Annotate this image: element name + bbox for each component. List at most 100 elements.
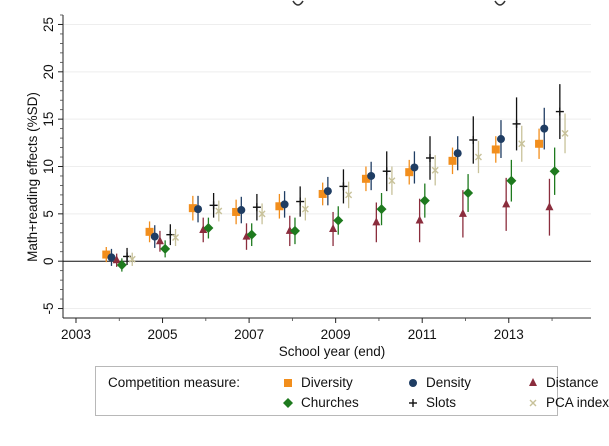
point-slots: [339, 182, 348, 191]
legend-label: PCA index: [546, 395, 609, 410]
y-tick-label: -5: [41, 303, 56, 315]
point-diversity: [491, 145, 500, 154]
y-tick-label: 15: [41, 112, 56, 127]
point-pca-index: [258, 210, 266, 218]
point-churches: [246, 229, 257, 240]
point-pca-index-b: [128, 255, 136, 263]
point-density: [107, 253, 116, 262]
legend-marker-shape: [409, 398, 417, 407]
point-pca-index-b: [431, 166, 439, 174]
y-tick-label: 5: [41, 210, 56, 218]
confidence-intervals: [105, 84, 566, 272]
point-churches: [419, 195, 430, 206]
point-churches: [549, 166, 560, 177]
point-slots: [252, 203, 261, 212]
legend-item-diversity: Diversity: [283, 375, 353, 390]
point-density: [453, 149, 462, 158]
point-density: [150, 232, 159, 241]
y-tick-label: 25: [41, 17, 56, 32]
point-churches: [333, 215, 344, 226]
title-glyph-fragment: [292, 0, 304, 6]
y-tick-label: 20: [41, 64, 56, 79]
point-density: [280, 200, 289, 209]
point-density: [496, 135, 505, 144]
point-density: [540, 124, 549, 133]
point-pca-index: [431, 166, 439, 174]
title-glyph-fragment: [494, 0, 506, 6]
point-distance: [242, 231, 251, 240]
point-diversity: [361, 174, 370, 183]
point-pca-index-b: [172, 234, 180, 242]
point-density: [367, 171, 376, 180]
legend-marker: [283, 397, 293, 408]
point-diversity: [535, 139, 544, 148]
legend-label: Diversity: [301, 375, 353, 390]
legend-title: Competition measure:: [108, 375, 241, 390]
point-distance: [458, 208, 467, 217]
legend-marker-shape: [409, 378, 417, 387]
point-churches: [506, 175, 517, 186]
x-tick-label: 2011: [408, 327, 437, 342]
legend-marker: [284, 378, 292, 387]
point-density: [410, 163, 419, 172]
point-density: [237, 206, 246, 215]
legend: Competition measure: Diversity Density Dis…: [95, 366, 609, 416]
x-tick-label: 2007: [234, 327, 264, 342]
point-estimates: [102, 107, 569, 270]
legend-marker: [409, 378, 417, 387]
point-churches: [160, 243, 171, 254]
point-diversity: [145, 227, 154, 236]
point-slots: [555, 107, 564, 116]
legend-item-pca-index: PCA index: [528, 395, 609, 410]
point-distance: [415, 215, 424, 224]
point-pca-index-b: [345, 191, 353, 199]
point-distance: [155, 236, 164, 245]
legend-label: Churches: [301, 395, 359, 410]
point-pca-index: [301, 205, 309, 213]
point-pca-index: [474, 153, 482, 161]
point-churches: [116, 259, 127, 270]
point-pca-index: [518, 140, 526, 148]
legend-marker-shape: [283, 397, 293, 408]
point-distance: [502, 199, 511, 208]
axis-labels: Math+reading effects (%SD) School year (…: [25, 92, 385, 359]
legend-label: Distance: [546, 375, 599, 390]
point-pca-index-b: [258, 210, 266, 218]
x-tick-label: 2013: [494, 327, 524, 342]
x-tick-label: 2003: [61, 327, 91, 342]
legend-marker-shape: [284, 378, 292, 387]
point-distance: [112, 255, 121, 264]
legend-marker: [529, 377, 537, 386]
point-pca-index-b: [301, 205, 309, 213]
legend-item-density: Density: [408, 375, 471, 390]
legend-marker-shape-b: [529, 399, 537, 406]
legend-marker: [409, 398, 417, 407]
y-tick-label: 0: [41, 257, 56, 265]
point-distance: [545, 202, 554, 211]
point-pca-index-b: [518, 140, 526, 148]
point-churches: [289, 225, 300, 236]
point-diversity: [405, 168, 414, 177]
point-slots: [209, 201, 218, 210]
point-pca-index: [388, 177, 396, 185]
point-diversity: [232, 207, 241, 216]
legend-item-distance: Distance: [528, 375, 599, 390]
y-axis-label: Math+reading effects (%SD): [25, 92, 40, 262]
y-tick-label: 10: [41, 159, 56, 174]
legend-marker-shape: [529, 377, 537, 386]
x-axis-label: School year (end): [279, 344, 386, 359]
axes: -5 0 5 10 15 20 25 2003 2005 2007 2009 2011 2013: [41, 14, 591, 342]
point-pca-index-b: [561, 129, 569, 137]
legend-marker: [529, 399, 537, 406]
point-diversity: [188, 204, 197, 213]
x-tick-label: 2009: [321, 327, 351, 342]
point-pca-index-b: [474, 153, 482, 161]
point-pca-index: [172, 234, 180, 242]
legend-label: Density: [426, 375, 472, 390]
point-pca-index: [215, 207, 223, 215]
point-distance: [329, 223, 338, 232]
point-slots: [382, 167, 391, 176]
legend-item-slots: Slots: [408, 395, 456, 410]
point-pca-index: [561, 129, 569, 137]
point-pca-index: [128, 255, 136, 263]
